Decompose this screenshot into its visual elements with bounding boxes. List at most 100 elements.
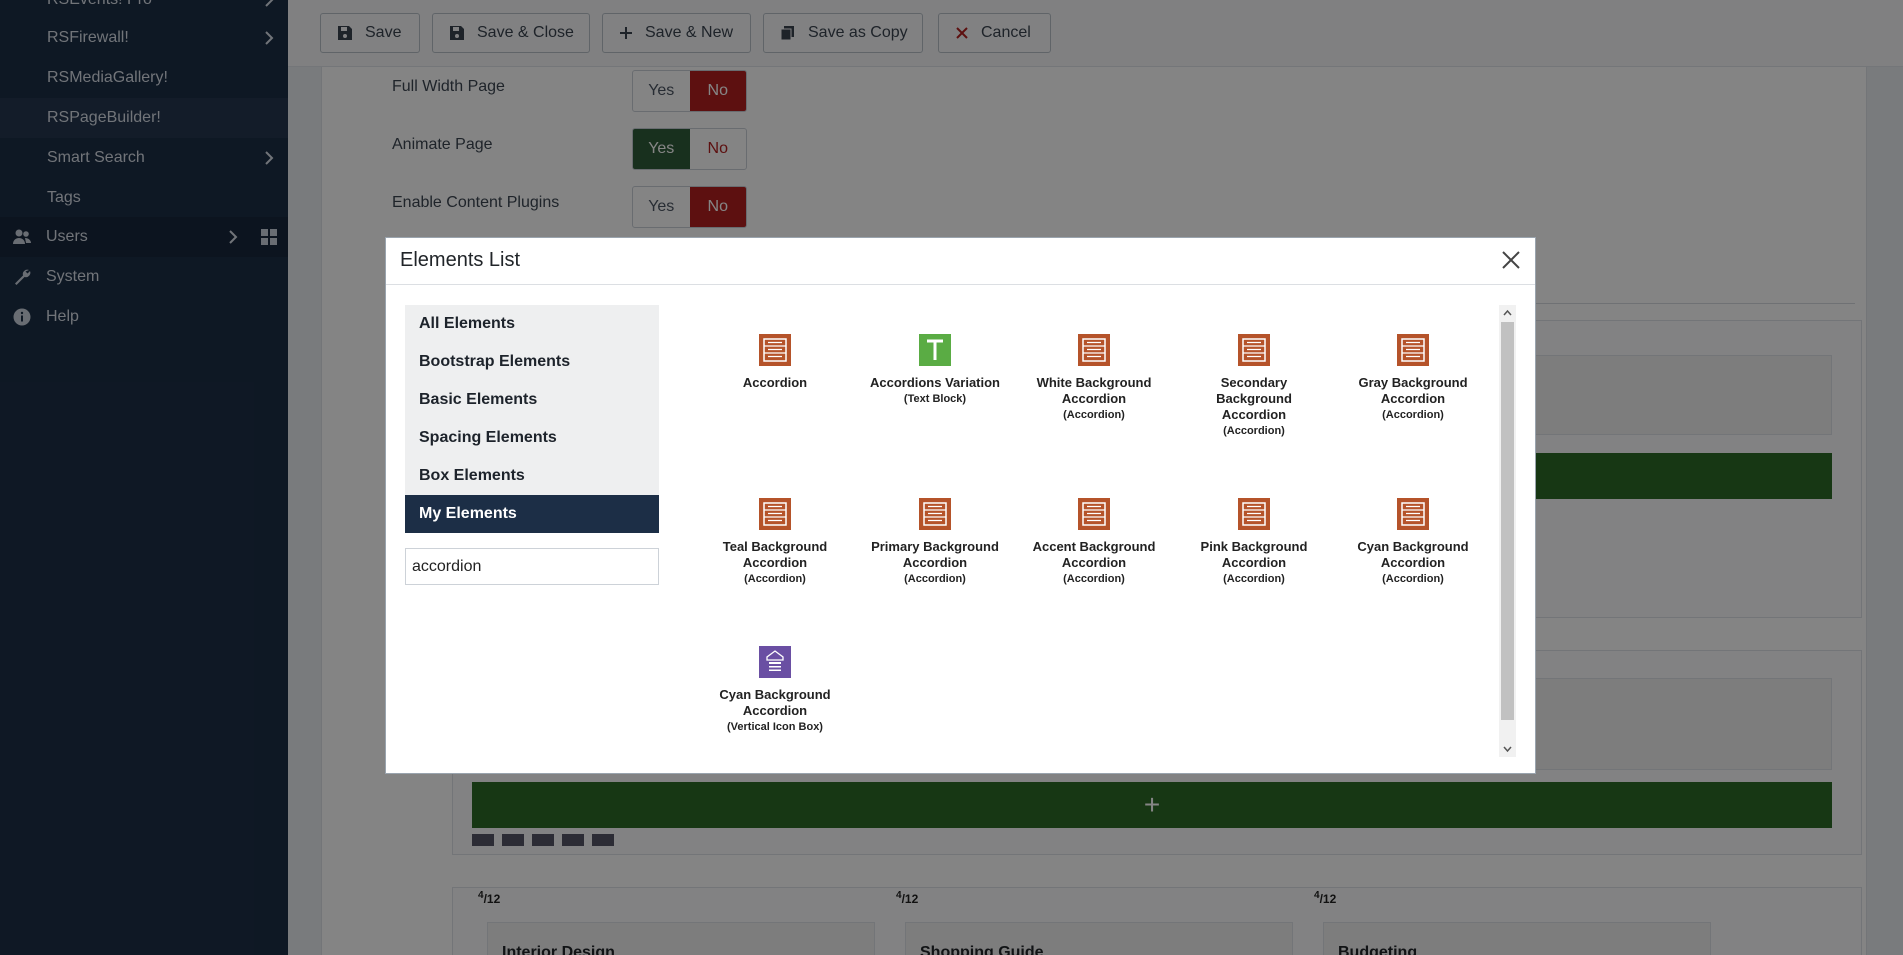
element-item[interactable]: Secondary Background Accordion (Accordio… bbox=[1179, 334, 1329, 439]
category-spacing-elements[interactable]: Spacing Elements bbox=[419, 429, 557, 446]
scrollbar[interactable] bbox=[1499, 305, 1516, 757]
accordion-icon bbox=[759, 334, 791, 366]
sidebar-item-smart-search[interactable]: Smart Search bbox=[0, 138, 288, 178]
sidebar-item-rsmediagallery[interactable]: RSMediaGallery! bbox=[0, 58, 288, 98]
element-item[interactable]: Accent Background Accordion (Accordion) bbox=[1019, 498, 1169, 587]
element-title: Shopping Guide bbox=[920, 944, 1044, 955]
sidebar-item-rsfirewall[interactable]: RSFirewall! bbox=[0, 18, 288, 58]
element-type: (Accordion) bbox=[1382, 573, 1444, 585]
text-block-icon bbox=[919, 334, 951, 366]
layout-3col-icon[interactable] bbox=[532, 834, 554, 846]
column-width: 4/12 bbox=[478, 890, 501, 906]
element-name: Accordion bbox=[742, 375, 808, 390]
element-item[interactable]: Teal Background Accordion (Accordion) bbox=[700, 498, 850, 587]
element-name: Secondary Background Accordion bbox=[1216, 375, 1292, 422]
save-label: Save bbox=[365, 24, 402, 41]
category-my-elements[interactable]: My Elements bbox=[405, 495, 659, 533]
category-box-elements[interactable]: Box Elements bbox=[419, 467, 525, 484]
save-copy-label: Save as Copy bbox=[808, 24, 908, 41]
chevron-up-icon[interactable] bbox=[1502, 307, 1513, 318]
cancel-button[interactable]: Cancel bbox=[938, 13, 1051, 53]
sidebar-item-help[interactable]: Help bbox=[0, 297, 288, 337]
accordion-icon bbox=[1078, 498, 1110, 530]
option-label: Enable Content Plugins bbox=[392, 194, 560, 211]
content-plugins-toggle[interactable]: Yes No bbox=[632, 186, 747, 228]
chevron-right-icon bbox=[265, 151, 274, 165]
element-item[interactable]: Cyan Background Accordion (Accordion) bbox=[1338, 498, 1488, 587]
chevron-right-icon bbox=[229, 230, 238, 244]
chevron-right-icon bbox=[265, 31, 274, 45]
sidebar-item-system[interactable]: System bbox=[0, 257, 288, 297]
element-type: (Text Block) bbox=[903, 393, 967, 405]
sidebar-item-users[interactable]: Users bbox=[0, 217, 288, 257]
toggle-yes[interactable]: Yes bbox=[648, 198, 675, 215]
sidebar-item-rsevents[interactable]: RSEvents! Pro bbox=[0, 0, 288, 20]
builder-column bbox=[1323, 922, 1711, 955]
sidebar-item-label: Smart Search bbox=[47, 149, 145, 166]
element-item[interactable]: Cyan Background Accordion (Vertical Icon… bbox=[700, 646, 850, 735]
toggle-no[interactable]: No bbox=[707, 140, 728, 157]
modal-header: Elements List bbox=[386, 238, 1535, 285]
animate-page-toggle[interactable]: Yes No bbox=[632, 128, 747, 170]
elements-list-modal: Elements List All Elements Bootstrap Ele… bbox=[385, 237, 1536, 774]
column-width: 4/12 bbox=[896, 890, 919, 906]
element-item[interactable]: Gray Background Accordion (Accordion) bbox=[1338, 334, 1488, 423]
toggle-yes[interactable]: Yes bbox=[648, 82, 675, 99]
layout-1col-icon[interactable] bbox=[472, 834, 494, 846]
category-basic-elements[interactable]: Basic Elements bbox=[419, 391, 538, 408]
element-item[interactable]: Accordions Variation (Text Block) bbox=[860, 334, 1010, 407]
accordion-icon bbox=[919, 498, 951, 530]
save-close-label: Save & Close bbox=[477, 24, 574, 41]
element-type: (Accordion) bbox=[1063, 409, 1125, 421]
element-item[interactable]: Accordion bbox=[700, 334, 850, 391]
copy-icon bbox=[780, 26, 794, 41]
full-width-toggle[interactable]: Yes No bbox=[632, 70, 747, 112]
sidebar-item-label: Help bbox=[46, 308, 79, 325]
toggle-no[interactable]: No bbox=[689, 187, 746, 227]
add-element-bar[interactable]: + bbox=[472, 782, 1832, 828]
category-list: All Elements Bootstrap Elements Basic El… bbox=[405, 305, 659, 533]
layout-presets[interactable] bbox=[472, 834, 632, 848]
element-item[interactable]: Primary Background Accordion (Accordion) bbox=[860, 498, 1010, 587]
save-new-button[interactable]: Save & New bbox=[602, 13, 751, 53]
element-item[interactable]: Pink Background Accordion (Accordion) bbox=[1179, 498, 1329, 587]
chevron-down-icon[interactable] bbox=[1502, 744, 1513, 755]
floppy-icon bbox=[338, 26, 352, 40]
element-type: (Accordion) bbox=[1063, 573, 1125, 585]
layout-4col-icon[interactable] bbox=[562, 834, 584, 846]
element-name: White Background Accordion bbox=[1036, 375, 1152, 406]
layout-6col-icon[interactable] bbox=[592, 834, 614, 846]
layout-2col-icon[interactable] bbox=[502, 834, 524, 846]
sidebar-item-rspagebuilder[interactable]: RSPageBuilder! bbox=[0, 98, 288, 138]
scrollbar-thumb[interactable] bbox=[1501, 322, 1514, 720]
dashboard-grid-icon[interactable] bbox=[260, 228, 278, 246]
element-title: Interior Design bbox=[502, 944, 615, 955]
sidebar: RSEvents! Pro RSFirewall! RSMediaGallery… bbox=[0, 0, 288, 955]
accordion-icon bbox=[1238, 498, 1270, 530]
category-bootstrap-elements[interactable]: Bootstrap Elements bbox=[419, 353, 571, 370]
element-title: Budgeting bbox=[1338, 944, 1418, 955]
save-close-button[interactable]: Save & Close bbox=[432, 13, 590, 53]
element-type: (Vertical Icon Box) bbox=[727, 721, 823, 733]
accordion-icon bbox=[1078, 334, 1110, 366]
users-icon bbox=[13, 229, 31, 244]
sidebar-item-label: RSEvents! Pro bbox=[47, 0, 152, 9]
sidebar-item-label: RSFirewall! bbox=[47, 29, 129, 46]
accordion-icon bbox=[759, 498, 791, 530]
save-as-copy-button[interactable]: Save as Copy bbox=[763, 13, 923, 53]
save-button[interactable]: Save bbox=[320, 13, 420, 53]
category-all-elements[interactable]: All Elements bbox=[419, 315, 516, 332]
sidebar-item-tags[interactable]: Tags bbox=[0, 178, 288, 218]
element-type: (Accordion) bbox=[904, 573, 966, 585]
toggle-yes[interactable]: Yes bbox=[633, 129, 690, 169]
element-item[interactable]: White Background Accordion (Accordion) bbox=[1019, 334, 1169, 423]
element-name: Cyan Background Accordion bbox=[1357, 539, 1469, 570]
close-icon[interactable] bbox=[1499, 248, 1523, 272]
toolbar: Save Save & Close Save & New Save as Cop… bbox=[288, 0, 1903, 67]
element-type: (Accordion) bbox=[1223, 425, 1285, 437]
toggle-no[interactable]: No bbox=[689, 71, 746, 111]
element-name: Cyan Background Accordion bbox=[719, 687, 831, 718]
element-search-input[interactable] bbox=[405, 548, 659, 585]
plus-icon bbox=[620, 27, 632, 39]
